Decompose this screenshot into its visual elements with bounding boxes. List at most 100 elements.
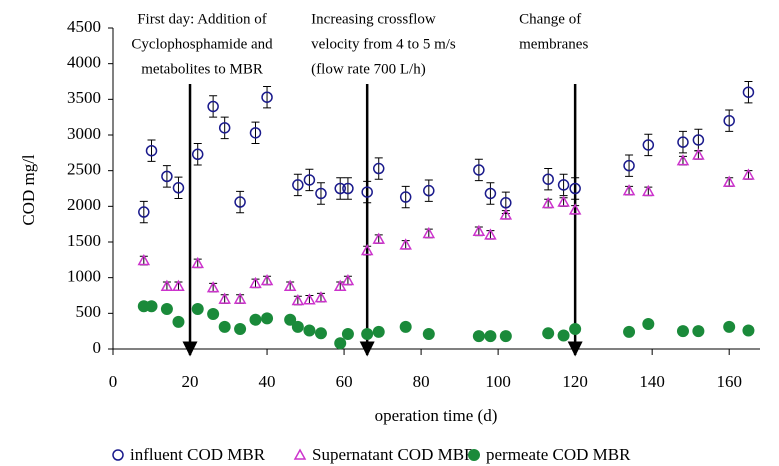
point: [372, 162, 385, 175]
point: [422, 328, 435, 341]
point: [249, 313, 262, 326]
point: [642, 139, 655, 151]
point: [399, 191, 412, 203]
error-bar: [316, 182, 325, 205]
point: [361, 328, 374, 341]
point: [642, 318, 655, 331]
point: [234, 196, 246, 208]
error-bar: [220, 116, 229, 140]
x-tick-label: 60: [336, 372, 353, 391]
point: [361, 186, 373, 198]
point: [261, 91, 273, 103]
point: [160, 303, 173, 316]
point: [303, 174, 316, 186]
point: [484, 228, 497, 240]
x-tick-label: 160: [716, 372, 742, 391]
error-bar: [694, 128, 703, 152]
x-tick-label: 20: [182, 372, 199, 391]
y-tick-label: 4500: [67, 17, 101, 36]
point: [206, 281, 220, 293]
y-tick-label: 3500: [67, 88, 101, 107]
point: [677, 136, 689, 148]
point: [568, 203, 582, 215]
error-bar: [625, 154, 634, 177]
point: [260, 273, 274, 286]
legend-marker: [293, 448, 307, 460]
point: [284, 313, 297, 326]
error-bar: [678, 130, 687, 154]
point: [623, 325, 636, 338]
y-tick-label: 2000: [67, 195, 101, 214]
point: [399, 320, 412, 333]
annotation-text: metabolites to MBR: [141, 61, 263, 77]
error-bar: [193, 143, 202, 166]
error-bar: [544, 168, 553, 191]
point: [249, 127, 262, 139]
x-tick-label: 140: [639, 372, 665, 391]
point: [472, 224, 486, 237]
y-tick-label: 2500: [67, 160, 101, 179]
point: [723, 114, 735, 127]
error-bar: [336, 177, 345, 200]
point: [315, 187, 327, 200]
point: [138, 206, 150, 218]
error-bar: [725, 109, 734, 132]
point: [160, 279, 174, 291]
point: [372, 232, 386, 244]
point: [333, 279, 347, 291]
error-bar: [644, 133, 653, 157]
annotation-text: Cyclophosphamide and: [131, 36, 273, 52]
y-tick-label: 0: [93, 338, 102, 357]
point: [233, 292, 247, 304]
x-tick-label: 40: [259, 372, 276, 391]
error-bar: [251, 121, 260, 145]
point: [500, 197, 512, 209]
annotation-text: Increasing crossflow: [311, 11, 436, 27]
point: [722, 175, 736, 187]
point: [291, 293, 305, 306]
error-bar: [174, 176, 183, 199]
point: [191, 303, 204, 316]
point: [291, 320, 304, 333]
point: [207, 100, 219, 113]
y-tick-label: 1000: [67, 267, 101, 286]
point: [742, 324, 755, 337]
point: [191, 148, 204, 161]
point: [360, 244, 374, 256]
y-tick-label: 4000: [67, 53, 101, 72]
legend-marker: [468, 449, 480, 461]
point: [742, 86, 755, 98]
error-bar: [236, 190, 245, 214]
point: [145, 300, 158, 313]
point: [261, 312, 274, 325]
point: [292, 179, 304, 191]
point: [218, 292, 231, 304]
point: [303, 293, 316, 305]
error-bar: [744, 81, 753, 104]
annotation-text: membranes: [519, 36, 588, 52]
error-bar: [363, 180, 372, 204]
point: [692, 148, 705, 160]
y-tick-label: 3000: [67, 124, 101, 143]
y-tick-label: 500: [76, 302, 102, 321]
error-bar: [486, 182, 495, 205]
point: [334, 337, 347, 350]
point: [557, 195, 570, 207]
point: [172, 315, 185, 328]
point: [423, 184, 435, 197]
point: [314, 291, 328, 303]
point: [676, 154, 690, 166]
error-bar: [343, 177, 352, 200]
error-bar: [571, 177, 580, 200]
legend-label: Supernatant COD MBR: [312, 445, 476, 464]
point: [137, 254, 151, 266]
point: [207, 308, 220, 321]
point: [218, 320, 231, 333]
point: [692, 134, 705, 146]
point: [484, 187, 497, 200]
point: [334, 182, 346, 195]
point: [172, 182, 185, 194]
point: [557, 329, 570, 342]
error-bar: [263, 85, 272, 109]
